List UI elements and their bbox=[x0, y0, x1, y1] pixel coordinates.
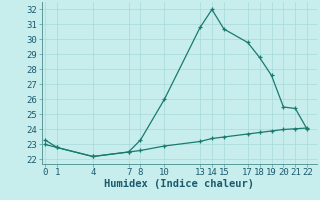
X-axis label: Humidex (Indice chaleur): Humidex (Indice chaleur) bbox=[104, 179, 254, 189]
